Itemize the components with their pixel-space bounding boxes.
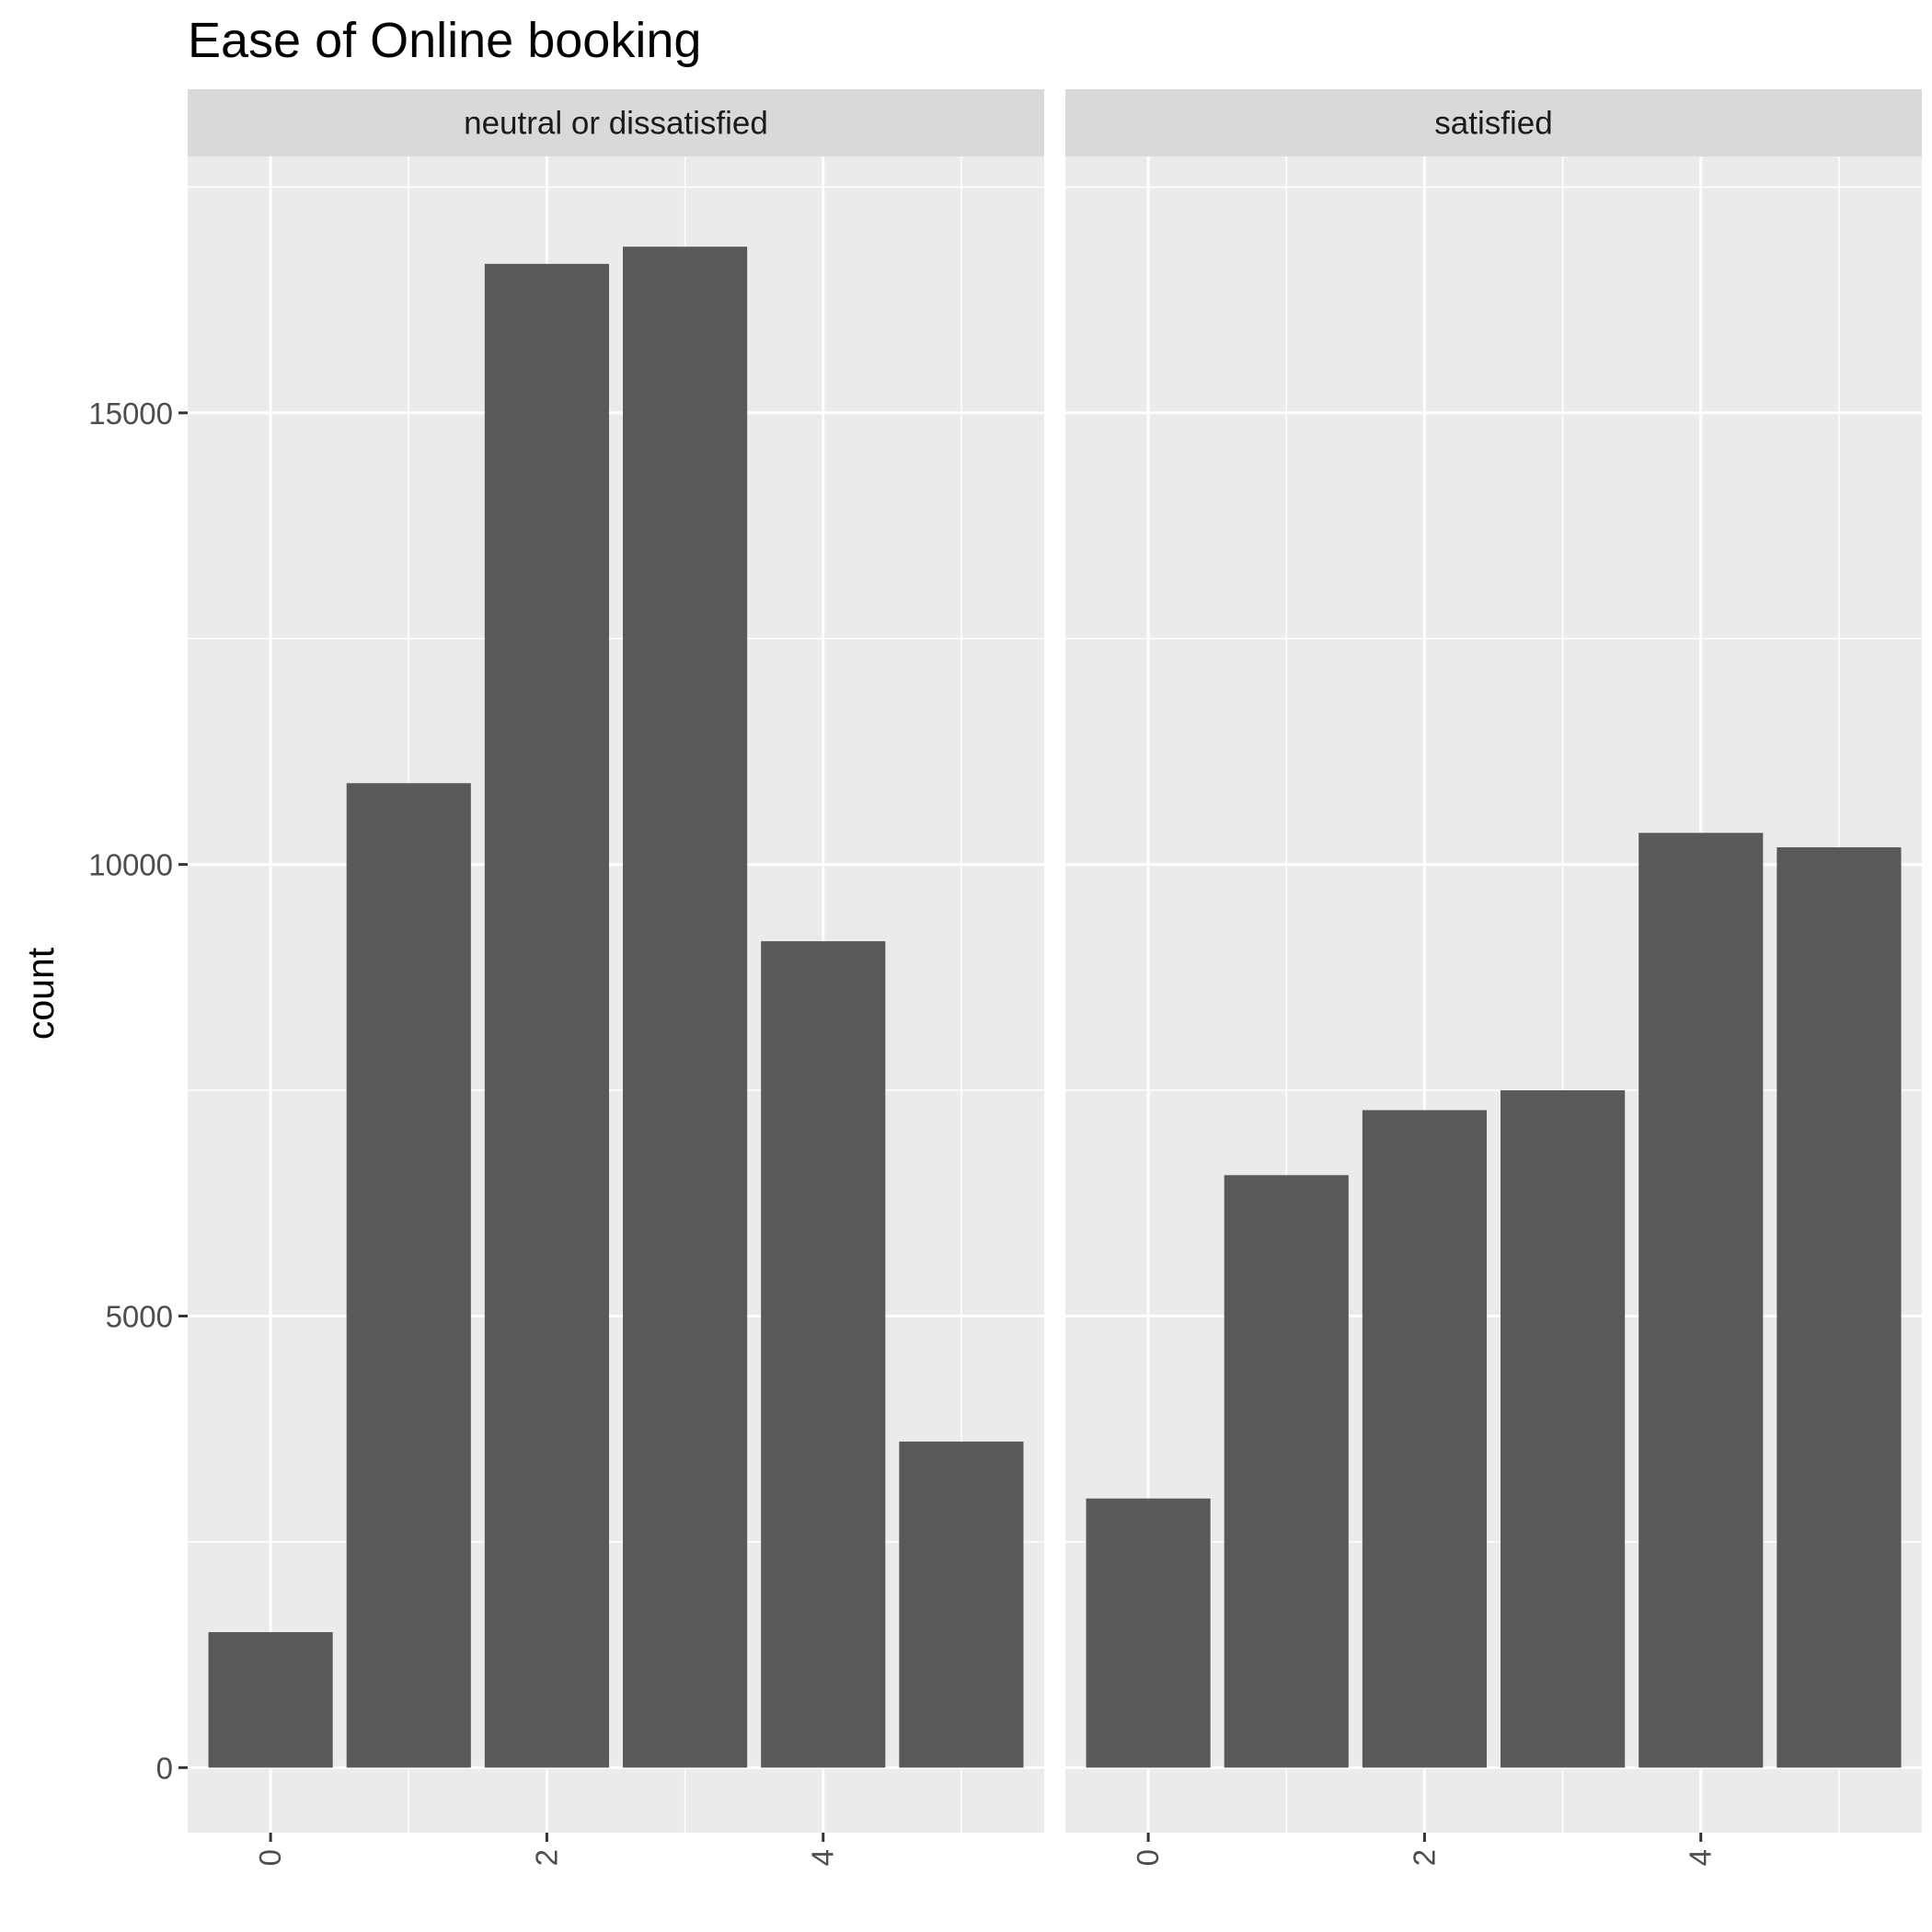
- bar-x4: [761, 941, 886, 1768]
- x-tick-label: 2: [1407, 1849, 1441, 1866]
- bar-x4: [1639, 833, 1764, 1768]
- bar-x5: [1777, 846, 1902, 1768]
- y-tick-label: 5000: [106, 1299, 173, 1333]
- y-tick-label: 10000: [88, 848, 173, 882]
- x-tick-label: 4: [806, 1849, 840, 1866]
- bar-x0: [1086, 1498, 1211, 1768]
- x-tick-label: 2: [529, 1849, 563, 1866]
- facet-strip-label: neutral or dissatisfied: [464, 106, 768, 142]
- bar-x3: [1501, 1090, 1626, 1768]
- y-tick-label: 0: [156, 1751, 173, 1785]
- y-tick-label: 15000: [88, 397, 173, 431]
- facet-strip-label: satisfied: [1434, 106, 1552, 142]
- facet-strip: [188, 89, 1044, 156]
- x-tick-label: 0: [1131, 1849, 1165, 1866]
- x-tick-label: 4: [1684, 1849, 1718, 1866]
- y-axis-title: count: [19, 947, 62, 1040]
- bar-x5: [899, 1441, 1024, 1768]
- bar-x2: [484, 263, 609, 1768]
- bar-x1: [1224, 1175, 1349, 1768]
- chart-title: Ease of Online booking: [188, 13, 701, 68]
- facet-strip: [1065, 89, 1922, 156]
- x-tick-label: 0: [253, 1849, 287, 1866]
- bar-x0: [208, 1632, 333, 1768]
- y-axis: 0 5000 10000 15000: [88, 397, 188, 1785]
- facet-panel-1: neutral or dissatisfied 0 2 4: [188, 89, 1044, 1866]
- bar-x1: [346, 783, 471, 1768]
- facets: neutral or dissatisfied 0 2 4 satisfied 0 2 4 0 5…: [88, 89, 1922, 1866]
- bar-x3: [623, 247, 748, 1768]
- bar-x2: [1362, 1110, 1487, 1768]
- facet-panel-2: satisfied 0 2 4: [1065, 89, 1922, 1866]
